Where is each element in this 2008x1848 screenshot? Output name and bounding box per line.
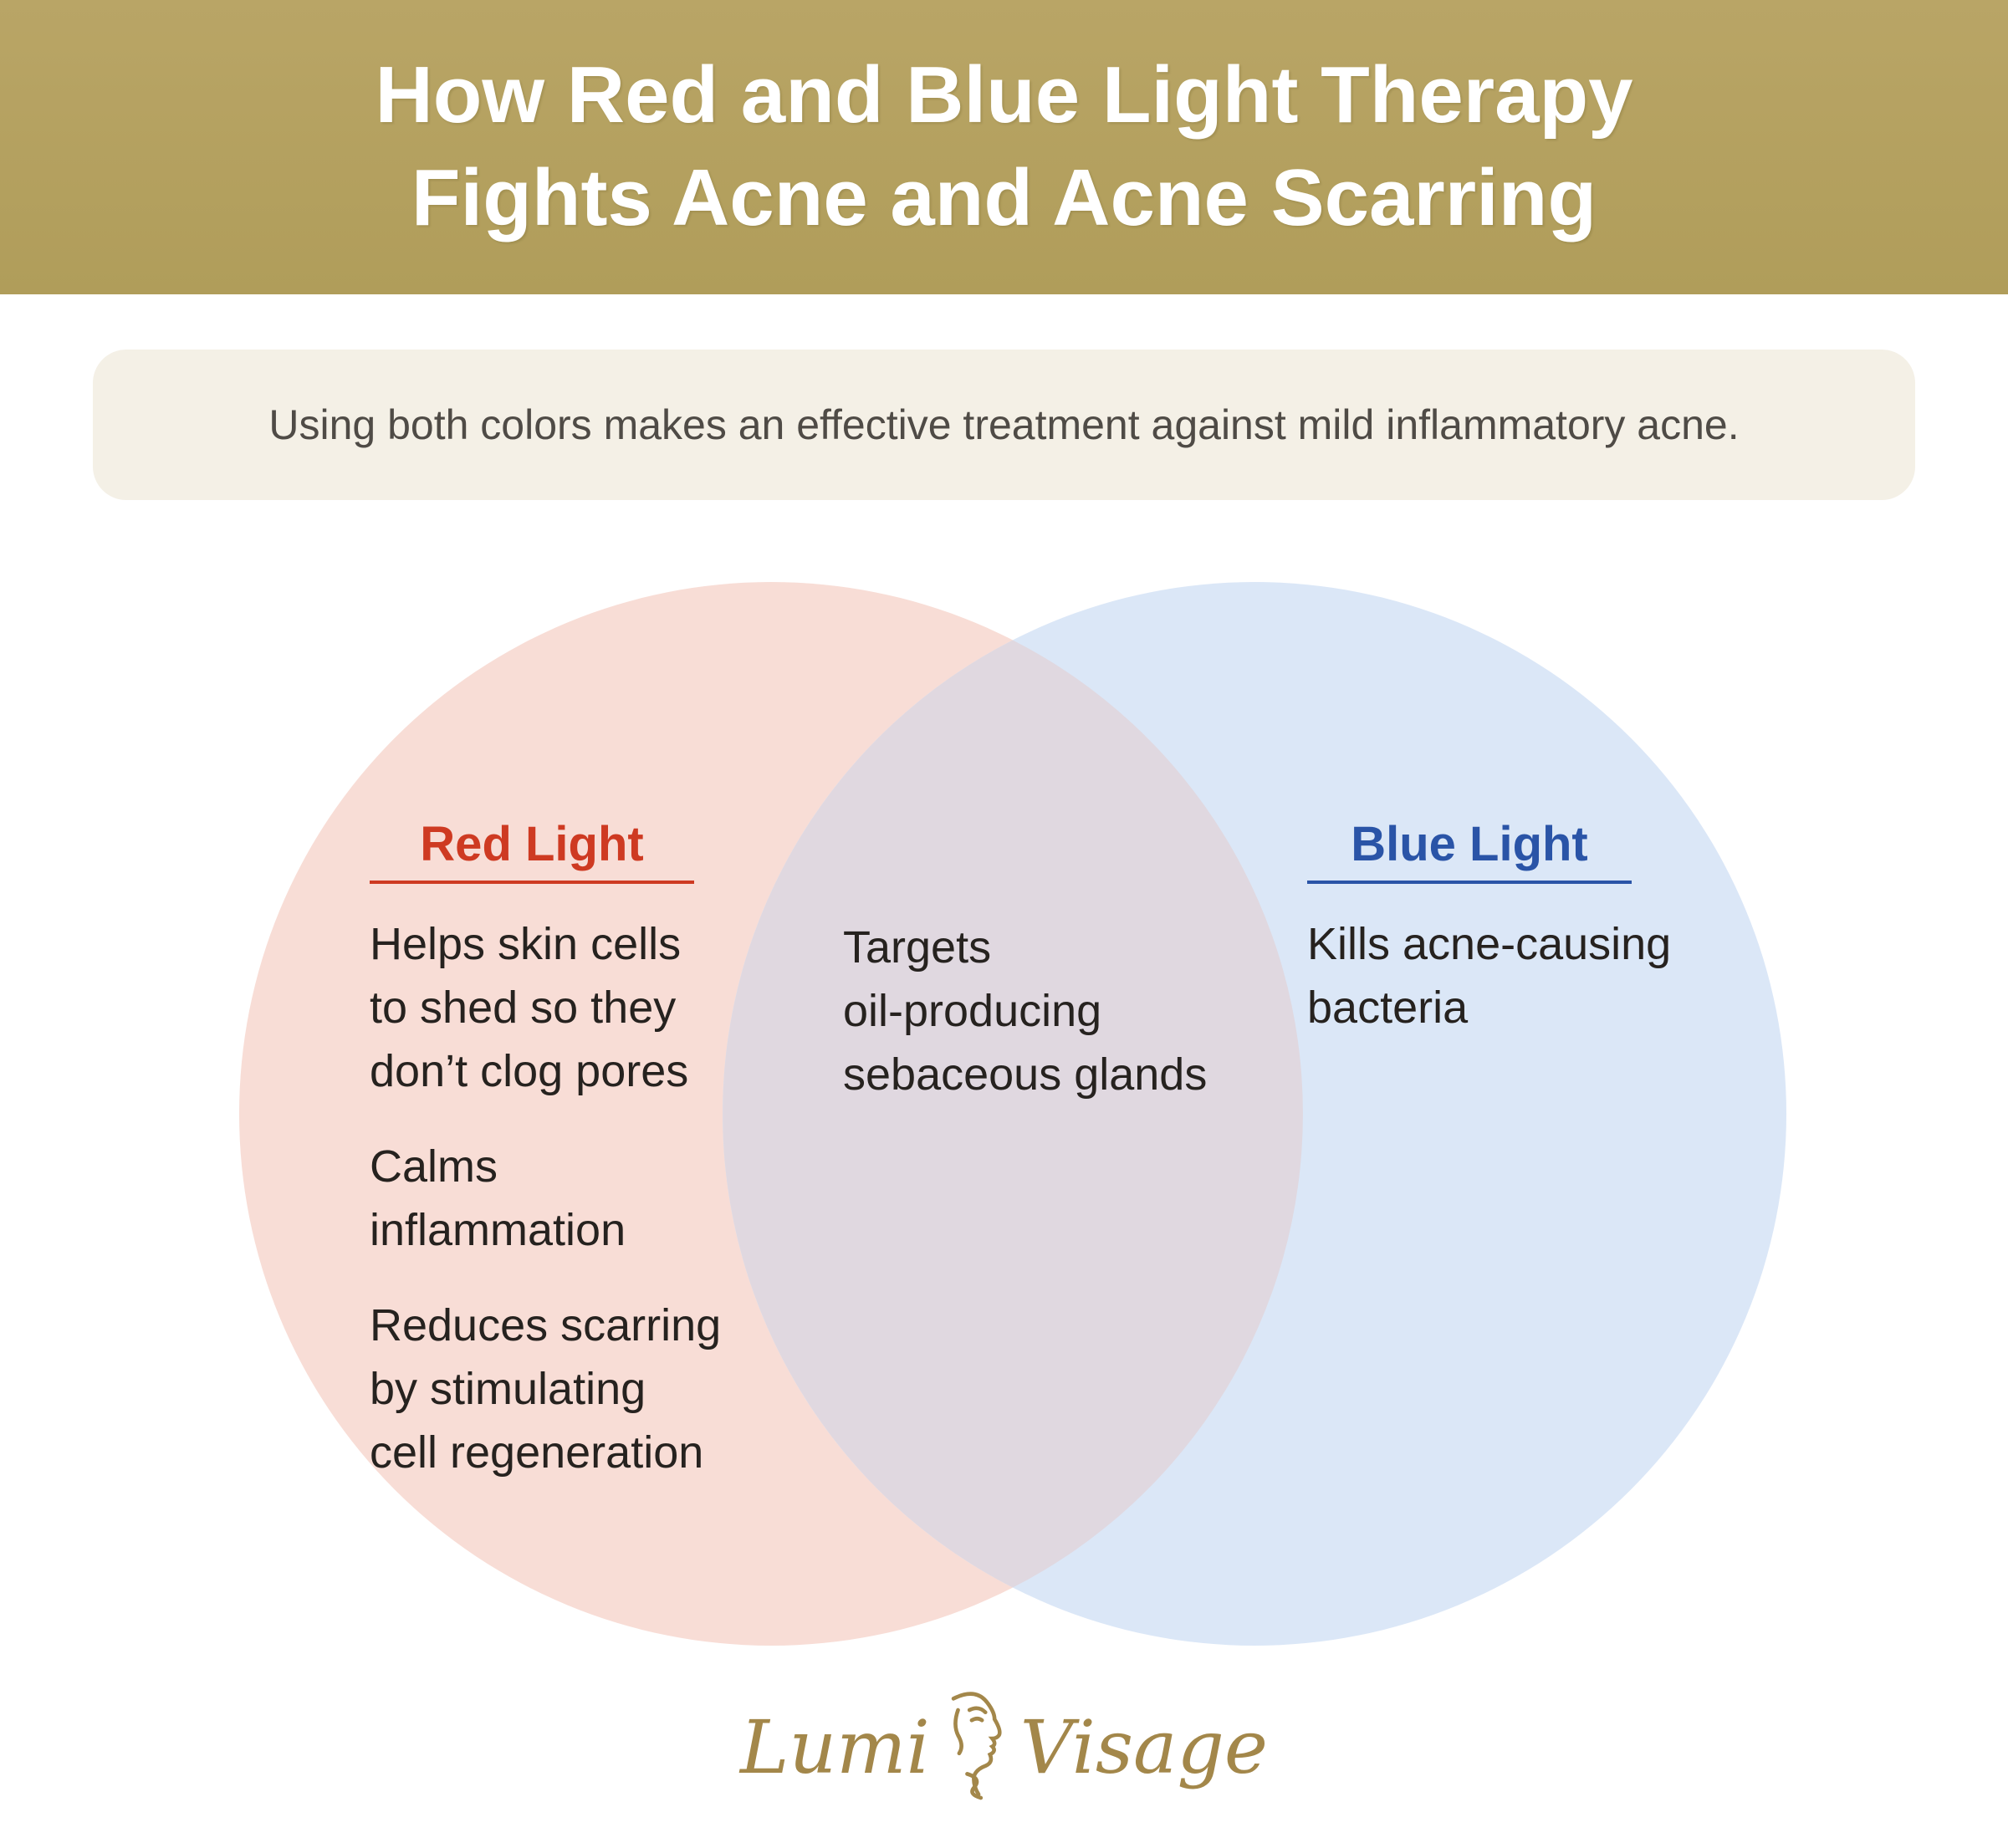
- brand-logo: Lumi Visage: [0, 1672, 2008, 1823]
- red-light-item: Calms inflammation: [370, 1141, 626, 1255]
- blue-light-section: Blue Light Kills acne-causing bacteria: [1307, 815, 1759, 1071]
- subtitle-card: Using both colors makes an effective tre…: [93, 350, 1915, 500]
- page-title-line-1: How Red and Blue Light Therapy: [375, 50, 1633, 140]
- brand-name-lumi: Lumi: [740, 1704, 930, 1790]
- subtitle-text: Using both colors makes an effective tre…: [268, 401, 1740, 448]
- red-light-item: Reduces scarring by stimulating cell reg…: [370, 1299, 722, 1478]
- page-title: How Red and Blue Light Therapy Fights Ac…: [375, 44, 1632, 250]
- title-banner: How Red and Blue Light Therapy Fights Ac…: [0, 0, 2008, 294]
- brand-name-visage: Visage: [1019, 1704, 1268, 1790]
- page-title-line-2: Fights Acne and Acne Scarring: [411, 153, 1597, 242]
- overlap-item: Targets oil-producing sebaceous glands: [843, 922, 1208, 1100]
- face-profile-icon: [951, 1692, 1002, 1800]
- overlap-region: [723, 640, 1303, 1588]
- red-light-heading: Red Light: [370, 815, 694, 884]
- overlap-section: Targets oil-producing sebaceous glands: [843, 916, 1328, 1138]
- blue-light-heading: Blue Light: [1307, 815, 1632, 884]
- red-light-item: Helps skin cells to shed so they don’t c…: [370, 918, 689, 1096]
- red-light-section: Red Light Helps skin cells to shed so th…: [370, 815, 738, 1516]
- blue-light-item: Kills acne-causing bacteria: [1307, 918, 1672, 1033]
